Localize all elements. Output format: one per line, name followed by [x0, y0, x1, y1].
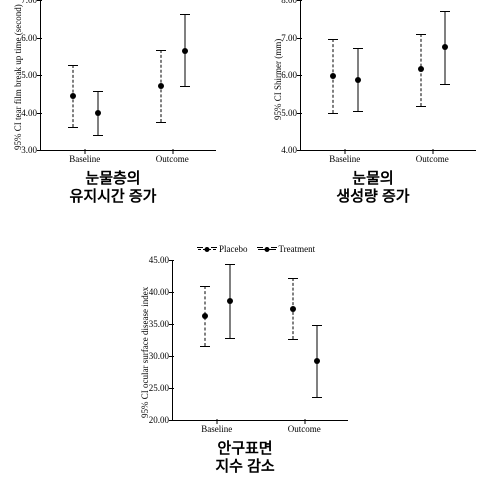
ytick: 35.00 — [149, 319, 173, 329]
ytick: 3.00 — [21, 145, 41, 155]
errorbar-point-placebo — [420, 0, 421, 150]
errorbar-point-placebo — [292, 260, 293, 420]
errorbar-point-placebo — [333, 0, 334, 150]
ytick: 45.00 — [149, 255, 173, 265]
caption-osdi: 안구표면 지수 감소 — [157, 440, 333, 476]
legend-placebo: Placebo — [198, 244, 248, 254]
caption-tbut-l2: 유지시간 증가 — [70, 188, 157, 205]
ytick: 6.00 — [281, 70, 301, 80]
ytick: 6.00 — [21, 33, 41, 43]
ytick: 4.00 — [21, 108, 41, 118]
errorbar-point-treatment — [97, 0, 98, 150]
errorbar-point-treatment — [445, 0, 446, 150]
ytick: 20.00 — [149, 415, 173, 425]
xtick: Baseline — [329, 150, 360, 164]
ytick: 30.00 — [149, 351, 173, 361]
ytick: 5.00 — [281, 108, 301, 118]
plot-osdi: 95% CI ocular surface disease index 20.0… — [172, 260, 348, 421]
legend-treatment: Treatment — [258, 244, 316, 254]
errorbar-point-treatment — [317, 260, 318, 420]
ytick: 8.00 — [281, 0, 301, 5]
caption-osdi-l2: 지수 감소 — [215, 458, 274, 475]
caption-schirmer: 눈물의 생성량 증가 — [285, 170, 461, 206]
figure-page: { "legend": { "placebo": "Placebo", "tre… — [0, 0, 501, 501]
legend: Placebo Treatment — [198, 244, 315, 254]
xtick: Outcome — [156, 150, 189, 164]
ytick: 7.00 — [21, 0, 41, 5]
ytick: 7.00 — [281, 33, 301, 43]
ytick: 5.00 — [21, 70, 41, 80]
plot-tbut: 95% CI tear film break up time (second) … — [40, 0, 216, 151]
caption-tbut-l1: 눈물층의 — [85, 170, 140, 187]
xtick: Outcome — [288, 420, 321, 434]
panel-tbut: 95% CI tear film break up time (second) … — [40, 0, 216, 151]
xtick: Outcome — [416, 150, 449, 164]
caption-osdi-l1: 안구표면 — [217, 440, 272, 457]
ytick: 4.00 — [281, 145, 301, 155]
caption-schirmer-l2: 생성량 증가 — [336, 188, 409, 205]
caption-schirmer-l1: 눈물의 — [352, 170, 393, 187]
errorbar-point-treatment — [357, 0, 358, 150]
legend-placebo-line — [198, 249, 216, 250]
xtick: Baseline — [201, 420, 232, 434]
legend-treatment-label: Treatment — [279, 244, 316, 254]
xtick: Baseline — [69, 150, 100, 164]
plot-schirmer: 95% CI Shirmer (mm) 4.005.006.007.008.00… — [300, 0, 476, 151]
legend-treatment-line — [258, 249, 276, 250]
errorbar-point-placebo — [205, 260, 206, 420]
errorbar-point-treatment — [185, 0, 186, 150]
panel-schirmer: 95% CI Shirmer (mm) 4.005.006.007.008.00… — [300, 0, 476, 151]
panel-osdi: 95% CI ocular surface disease index 20.0… — [172, 260, 348, 421]
ytick: 40.00 — [149, 287, 173, 297]
errorbar-point-treatment — [229, 260, 230, 420]
caption-tbut: 눈물층의 유지시간 증가 — [25, 170, 201, 206]
ytick: 25.00 — [149, 383, 173, 393]
legend-placebo-label: Placebo — [219, 244, 248, 254]
errorbar-point-placebo — [73, 0, 74, 150]
errorbar-point-placebo — [160, 0, 161, 150]
